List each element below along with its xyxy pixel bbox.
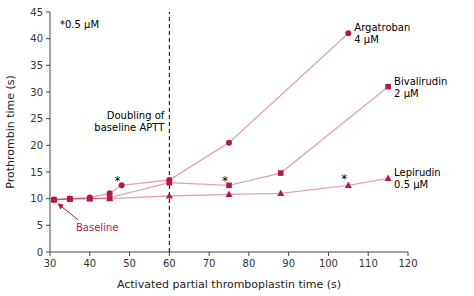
y-tick-label: 35 <box>30 60 43 71</box>
data-point <box>87 196 93 202</box>
reference-line-label-line: Doubling of <box>107 110 165 121</box>
x-tick-label: 100 <box>319 258 338 269</box>
y-tick <box>46 145 50 146</box>
y-axis-label: Prothrombin time (s) <box>4 75 17 189</box>
x-tick <box>408 252 409 256</box>
series-label: Bivalirudin <box>394 76 447 87</box>
x-axis-line <box>50 252 408 253</box>
reference-line-label-line: baseline APTT <box>94 122 165 133</box>
reference-line <box>169 12 170 252</box>
y-tick-label: 5 <box>37 220 43 231</box>
x-tick-label: 90 <box>282 258 295 269</box>
y-tick <box>46 118 50 119</box>
x-tick-label: 50 <box>123 258 136 269</box>
data-point <box>278 170 284 176</box>
note: *0.5 μM <box>60 19 99 30</box>
x-tick-label: 40 <box>83 258 96 269</box>
plot-area <box>50 12 391 252</box>
x-tick <box>209 252 210 256</box>
data-point <box>51 197 57 203</box>
data-point <box>106 195 113 201</box>
data-point <box>345 30 351 36</box>
chart: 30 40 50 60 70 80 90 100 110 120 0 5 10 15 20 25 30 35 40 4… <box>0 0 474 296</box>
significance-mark: * <box>222 174 228 188</box>
y-tick-label: 15 <box>30 167 43 178</box>
series-concentration: 4 μM <box>354 34 379 45</box>
x-tick <box>328 252 329 256</box>
y-tick <box>46 38 50 39</box>
data-point <box>86 195 93 201</box>
y-axis-line <box>50 12 51 252</box>
y-tick-label: 45 <box>30 7 43 18</box>
x-tick-label: 80 <box>243 258 256 269</box>
series-concentration: 2 μM <box>394 88 419 99</box>
y-tick-label: 30 <box>30 87 43 98</box>
data-point <box>107 195 113 201</box>
y-tick-label: 10 <box>30 193 43 204</box>
x-tick-label: 120 <box>398 258 417 269</box>
data-point <box>226 140 232 146</box>
data-point <box>51 197 57 203</box>
x-tick-label: 70 <box>203 258 216 269</box>
baseline-label: Baseline <box>76 222 118 233</box>
y-tick-label: 40 <box>30 33 43 44</box>
y-tick <box>46 65 50 66</box>
x-tick-label: 60 <box>163 258 176 269</box>
data-point <box>67 196 73 202</box>
x-tick <box>129 252 130 256</box>
x-tick-label: 110 <box>359 258 378 269</box>
x-tick <box>248 252 249 256</box>
x-tick <box>288 252 289 256</box>
baseline-arrow <box>58 204 78 220</box>
data-point <box>385 175 392 181</box>
data-point <box>50 196 57 202</box>
data-point <box>87 195 93 201</box>
data-point <box>226 191 233 197</box>
y-tick-label: 25 <box>30 113 43 124</box>
y-tick <box>46 252 50 253</box>
data-point <box>66 195 73 201</box>
annotations: Argatroban4 μM Bivalirudin2 μM Lepirudin0.… <box>58 19 447 233</box>
y-tick-label: 0 <box>37 247 43 258</box>
x-tick-label: 30 <box>44 258 57 269</box>
x-tick <box>89 252 90 256</box>
y-tick <box>46 172 50 173</box>
x-tick <box>368 252 369 256</box>
significance-mark: * <box>115 174 121 188</box>
data-point <box>385 84 391 90</box>
series-concentration: 0.5 μM <box>394 179 428 190</box>
significance-mark: * <box>341 172 347 186</box>
axes: 30 40 50 60 70 80 90 100 110 120 0 5 10 15 20 25 30 35 40 4… <box>30 7 417 270</box>
series-label: Argatroban <box>354 22 410 33</box>
y-tick-label: 20 <box>30 140 43 151</box>
data-point <box>277 190 284 196</box>
y-tick <box>46 225 50 226</box>
y-tick <box>46 12 50 13</box>
series-label: Lepirudin <box>394 167 441 178</box>
data-point <box>167 180 173 186</box>
y-tick <box>46 198 50 199</box>
data-point <box>166 192 173 198</box>
reference-line-label: Doubling ofbaseline APTT <box>94 110 165 133</box>
y-tick <box>46 92 50 93</box>
x-axis-label: Activated partial thromboplastin time (s… <box>117 278 341 291</box>
series-line <box>54 33 348 199</box>
x-tick <box>50 252 51 256</box>
series-line <box>54 87 388 200</box>
data-point <box>67 196 73 202</box>
x-tick <box>169 252 170 256</box>
